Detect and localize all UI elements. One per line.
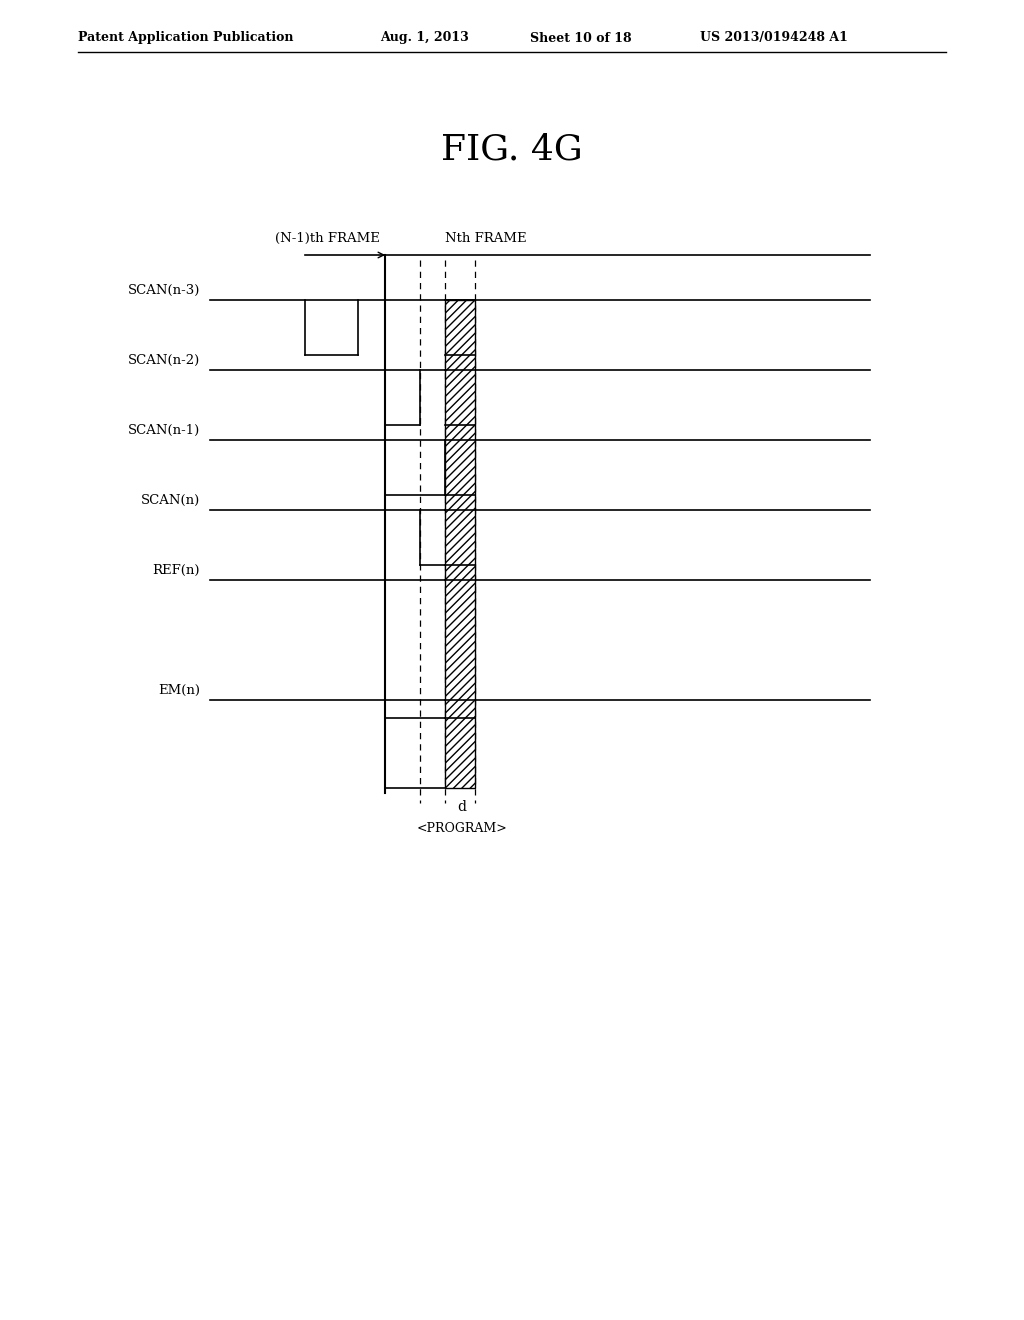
Text: Sheet 10 of 18: Sheet 10 of 18 [530,32,632,45]
Text: d: d [458,800,467,814]
Text: SCAN(n): SCAN(n) [140,494,200,507]
Bar [445,300,475,788]
Text: <PROGRAM>: <PROGRAM> [417,822,507,836]
Text: SCAN(n-1): SCAN(n-1) [128,424,200,437]
Text: (N-1)th FRAME: (N-1)th FRAME [275,232,380,246]
Text: SCAN(n-2): SCAN(n-2) [128,354,200,367]
Text: Patent Application Publication: Patent Application Publication [78,32,294,45]
Text: FIG. 4G: FIG. 4G [441,133,583,168]
Text: Nth FRAME: Nth FRAME [445,232,526,246]
Text: EM(n): EM(n) [158,684,200,697]
Text: US 2013/0194248 A1: US 2013/0194248 A1 [700,32,848,45]
Text: REF(n): REF(n) [153,564,200,577]
Text: SCAN(n-3): SCAN(n-3) [128,284,200,297]
Bar [445,300,475,788]
Text: Aug. 1, 2013: Aug. 1, 2013 [380,32,469,45]
